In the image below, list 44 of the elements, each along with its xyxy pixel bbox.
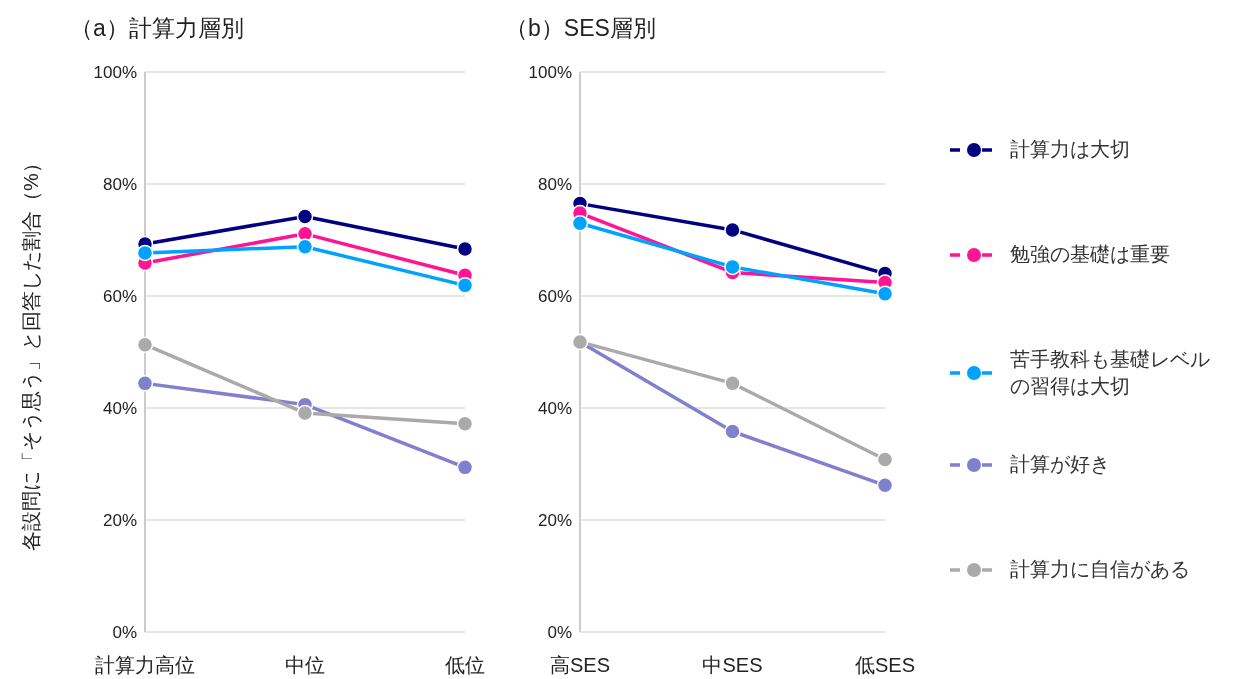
point bbox=[724, 258, 741, 276]
point bbox=[296, 238, 314, 255]
point bbox=[456, 415, 474, 432]
point bbox=[456, 240, 474, 258]
point bbox=[876, 285, 894, 303]
y-tick-label: 60% bbox=[102, 287, 137, 306]
point bbox=[136, 375, 154, 392]
x-tick-label: 低SES bbox=[854, 654, 916, 676]
x-tick-label: 計算力高位 bbox=[95, 654, 195, 676]
y-tick-label: 0% bbox=[112, 623, 137, 642]
y-tick-label: 0% bbox=[547, 623, 572, 642]
x-tick-label: 中位 bbox=[285, 654, 325, 676]
point bbox=[456, 277, 474, 294]
point bbox=[296, 404, 314, 422]
legend-label: 計算が好き bbox=[1010, 452, 1111, 477]
legend-label: 苦手教科も基礎レベルの習得は大切 bbox=[1010, 347, 1211, 399]
legend-label: 勉強の基礎は重要 bbox=[1010, 242, 1171, 267]
x-tick-label: 中SES bbox=[702, 654, 763, 676]
x-tick-label: 高SES bbox=[549, 654, 611, 676]
point bbox=[724, 221, 741, 239]
x-tick-label: 低位 bbox=[445, 654, 485, 676]
point bbox=[724, 423, 741, 440]
chart-title: （b）SES層別 bbox=[505, 15, 656, 41]
legend-label: 計算力は大切 bbox=[1010, 137, 1131, 162]
point bbox=[136, 336, 154, 353]
y-tick-label: 20% bbox=[102, 511, 137, 530]
y-tick-label: 40% bbox=[102, 399, 137, 418]
point bbox=[724, 375, 741, 392]
y-tick-label: 100% bbox=[528, 63, 572, 82]
y-tick-label: 80% bbox=[537, 175, 572, 194]
y-tick-label: 60% bbox=[537, 287, 572, 306]
point bbox=[136, 244, 154, 262]
point bbox=[876, 477, 894, 494]
y-tick-label: 40% bbox=[537, 399, 572, 418]
point bbox=[876, 451, 894, 468]
legend-label: 計算力に自信がある bbox=[1010, 557, 1191, 582]
y-tick-label: 20% bbox=[537, 511, 572, 530]
point bbox=[571, 214, 589, 232]
chart-title: （a）計算力層別 bbox=[70, 15, 244, 41]
y-tick-label: 80% bbox=[102, 175, 137, 194]
point bbox=[296, 208, 314, 225]
y-tick-label: 100% bbox=[93, 63, 137, 82]
point bbox=[456, 459, 474, 476]
y-axis-title: 各設問に「そう思う」と回答した割合（%） bbox=[20, 153, 42, 551]
